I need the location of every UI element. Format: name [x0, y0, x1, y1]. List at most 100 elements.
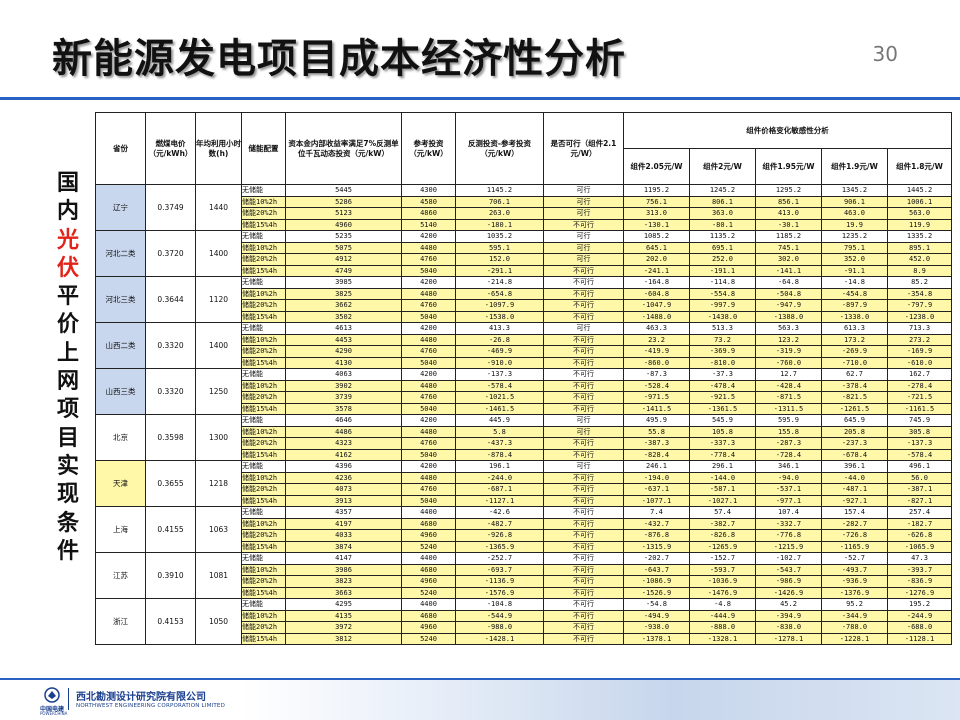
sens-cell: 157.4 — [821, 506, 888, 519]
cost-cell: 3985 — [285, 276, 402, 289]
config-cell: 无储能 — [241, 552, 286, 565]
sens-cell: -278.4 — [886, 379, 953, 392]
sens-cell: -244.9 — [886, 609, 953, 622]
sens-cell: 352.0 — [821, 253, 888, 266]
sens-cell: -826.8 — [689, 529, 756, 542]
sens-cell: -164.8 — [623, 276, 690, 289]
config-cell: 储能15%4h — [241, 402, 286, 415]
diff-cell: -926.8 — [455, 529, 544, 542]
cost-cell: 5286 — [285, 195, 402, 208]
cost-cell: 4357 — [285, 506, 402, 519]
table-row: 储能10%2h 3902 4480 -578.4 不可行 -528.4 -478.4 -428… — [96, 379, 953, 392]
sens-cell: -87.3 — [623, 368, 690, 381]
price-cell: 0.3598 — [145, 414, 196, 461]
sens-cell: 396.1 — [821, 460, 888, 473]
footer-band — [0, 680, 960, 720]
feasible-cell: 不可行 — [543, 529, 624, 542]
ref-cell: 4400 — [401, 598, 456, 611]
sens-cell: -1278.1 — [755, 632, 822, 645]
price-cell: 0.3749 — [145, 184, 196, 231]
page-number: 30 — [872, 42, 898, 66]
config-cell: 储能15%4h — [241, 632, 286, 645]
header-cost: 资本金内部收益率满足7%反测单位千瓦动态投资（元/kW） — [285, 112, 402, 185]
sens-cell: 563.0 — [886, 207, 953, 220]
config-cell: 储能20%2h — [241, 437, 286, 450]
cost-cell: 3986 — [285, 563, 402, 576]
sens-cell: -876.8 — [623, 529, 690, 542]
title-divider — [0, 97, 960, 100]
sens-cell: -337.3 — [689, 437, 756, 450]
cost-cell: 4130 — [285, 356, 402, 369]
ref-cell: 4760 — [401, 483, 456, 496]
sens-cell: -454.8 — [821, 287, 888, 300]
table-row: 储能10%2h 5075 4480 595.1 可行 645.1 695.1 745.1 795… — [96, 241, 953, 254]
sens-cell: -504.8 — [755, 287, 822, 300]
province-cell: 天津 — [95, 460, 146, 507]
cost-cell: 4236 — [285, 471, 402, 484]
diff-cell: -1576.9 — [455, 586, 544, 599]
sens-cell: -237.3 — [821, 437, 888, 450]
sens-cell: 745.9 — [886, 414, 953, 427]
config-cell: 储能15%4h — [241, 310, 286, 323]
cost-cell: 3972 — [285, 621, 402, 634]
feasible-cell: 不可行 — [543, 448, 624, 461]
sens-cell: -643.7 — [623, 563, 690, 576]
feasible-cell: 不可行 — [543, 391, 624, 404]
sens-cell: -593.7 — [689, 563, 756, 576]
diff-cell: -1428.1 — [455, 632, 544, 645]
sens-cell: -1027.1 — [689, 494, 756, 507]
header-sens-col: 组件1.95元/W — [755, 148, 822, 185]
ref-cell: 4300 — [401, 184, 456, 197]
sens-cell: -1238.0 — [886, 310, 953, 323]
sens-cell: -1526.9 — [623, 586, 690, 599]
sens-cell: -838.0 — [755, 621, 822, 634]
sens-cell: 595.9 — [755, 414, 822, 427]
ref-cell: 4580 — [401, 195, 456, 208]
sens-cell: -578.4 — [886, 448, 953, 461]
sens-cell: -921.5 — [689, 391, 756, 404]
sens-cell: 123.2 — [755, 333, 822, 346]
feasible-cell: 不可行 — [543, 563, 624, 576]
sens-cell: -130.1 — [623, 218, 690, 231]
feasible-cell: 不可行 — [543, 368, 624, 381]
diff-cell: -26.8 — [455, 333, 544, 346]
ref-cell: 4200 — [401, 276, 456, 289]
feasible-cell: 不可行 — [543, 333, 624, 346]
header-config: 储能配置 — [241, 112, 286, 185]
side-title: 国内光伏平价上网项目实现条件 — [56, 170, 80, 566]
ref-cell: 4200 — [401, 414, 456, 427]
logo-label-cn: 中国电建 — [40, 706, 65, 713]
province-cell: 河北二类 — [95, 230, 146, 277]
sens-cell: 496.1 — [886, 460, 953, 473]
table-row: 储能10%2h 4135 4680 -544.9 不可行 -494.9 -444.9 -394… — [96, 609, 953, 622]
sens-cell: 695.1 — [689, 241, 756, 254]
cost-cell: 3578 — [285, 402, 402, 415]
province-cell: 北京 — [95, 414, 146, 461]
feasible-cell: 不可行 — [543, 264, 624, 277]
diff-cell: -42.6 — [455, 506, 544, 519]
config-cell: 储能10%2h — [241, 241, 286, 254]
cost-cell: 3825 — [285, 287, 402, 300]
sens-cell: 105.8 — [689, 425, 756, 438]
sens-cell: -947.9 — [755, 299, 822, 312]
cost-cell: 4073 — [285, 483, 402, 496]
table-row: 储能15%4h 4960 5140 -180.1 不可行 -130.1 -80.1 -30.1… — [96, 218, 953, 231]
header-ref: 参考投资（元/kW） — [401, 112, 456, 185]
sens-cell: 613.3 — [821, 322, 888, 335]
feasible-cell: 可行 — [543, 414, 624, 427]
diff-cell: -544.9 — [455, 609, 544, 622]
sens-cell: 8.9 — [886, 264, 953, 277]
feasible-cell: 不可行 — [543, 471, 624, 484]
sens-cell: -726.8 — [821, 529, 888, 542]
sens-cell: -202.7 — [623, 552, 690, 565]
config-cell: 储能10%2h — [241, 425, 286, 438]
hours-cell: 1440 — [195, 184, 242, 231]
ref-cell: 5140 — [401, 218, 456, 231]
sens-cell: -537.1 — [755, 483, 822, 496]
feasible-cell: 不可行 — [543, 598, 624, 611]
company-name-cn: 西北勘测设计研究院有限公司 — [76, 692, 206, 703]
sens-cell: -152.7 — [689, 552, 756, 565]
config-cell: 储能15%4h — [241, 448, 286, 461]
sens-cell: -52.7 — [821, 552, 888, 565]
sens-cell: -528.4 — [623, 379, 690, 392]
